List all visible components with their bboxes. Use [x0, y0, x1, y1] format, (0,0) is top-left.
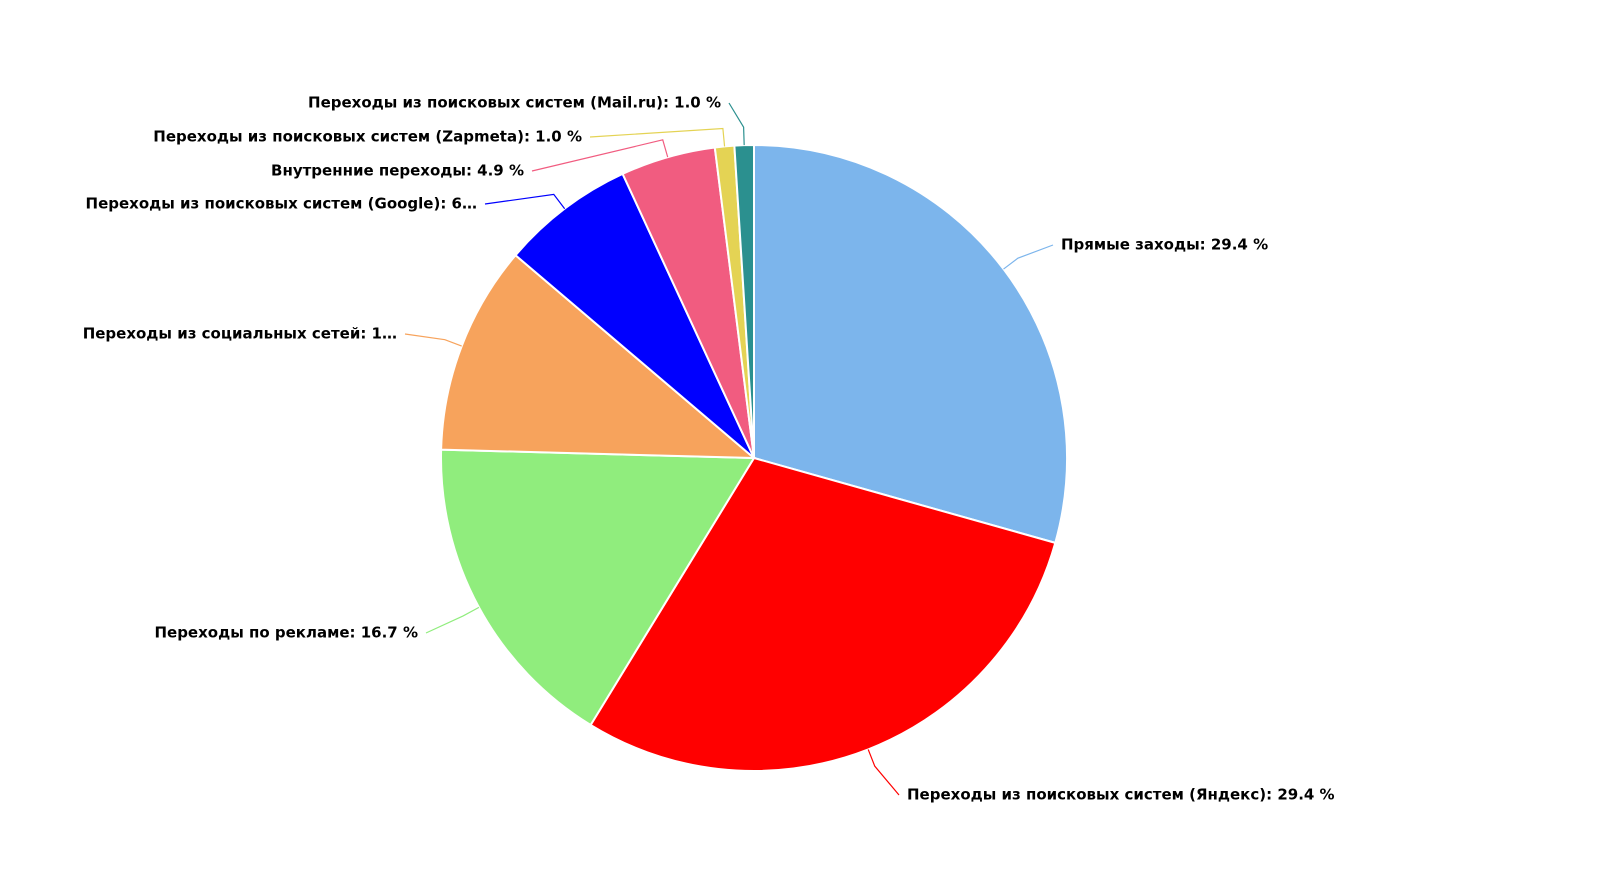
connector	[1003, 244, 1054, 270]
connector	[728, 102, 745, 146]
data-label: Переходы из социальных сетей: 1…	[83, 325, 397, 343]
data-label: Переходы из поисковых систем (Яндекс): 2…	[907, 786, 1335, 804]
pie-slice	[440, 253, 757, 460]
data-label: Внутренние переходы: 4.9 %	[271, 162, 524, 180]
connector	[589, 127, 726, 147]
data-label: Переходы из поисковых систем (Zapmeta): …	[153, 128, 582, 146]
data-label: Переходы из поисковых систем (Google): 6…	[86, 195, 477, 213]
connector	[867, 749, 900, 796]
connector	[425, 606, 480, 634]
pie-slice	[440, 448, 756, 727]
connector	[531, 139, 669, 172]
data-label: Прямые заходы: 29.4 %	[1061, 236, 1268, 254]
connector	[404, 333, 462, 347]
connector	[484, 193, 566, 210]
pie-slice	[753, 143, 1068, 545]
data-label: Переходы из поисковых систем (Mail.ru): …	[308, 94, 721, 112]
data-label: Переходы по рекламе: 16.7 %	[154, 624, 418, 642]
